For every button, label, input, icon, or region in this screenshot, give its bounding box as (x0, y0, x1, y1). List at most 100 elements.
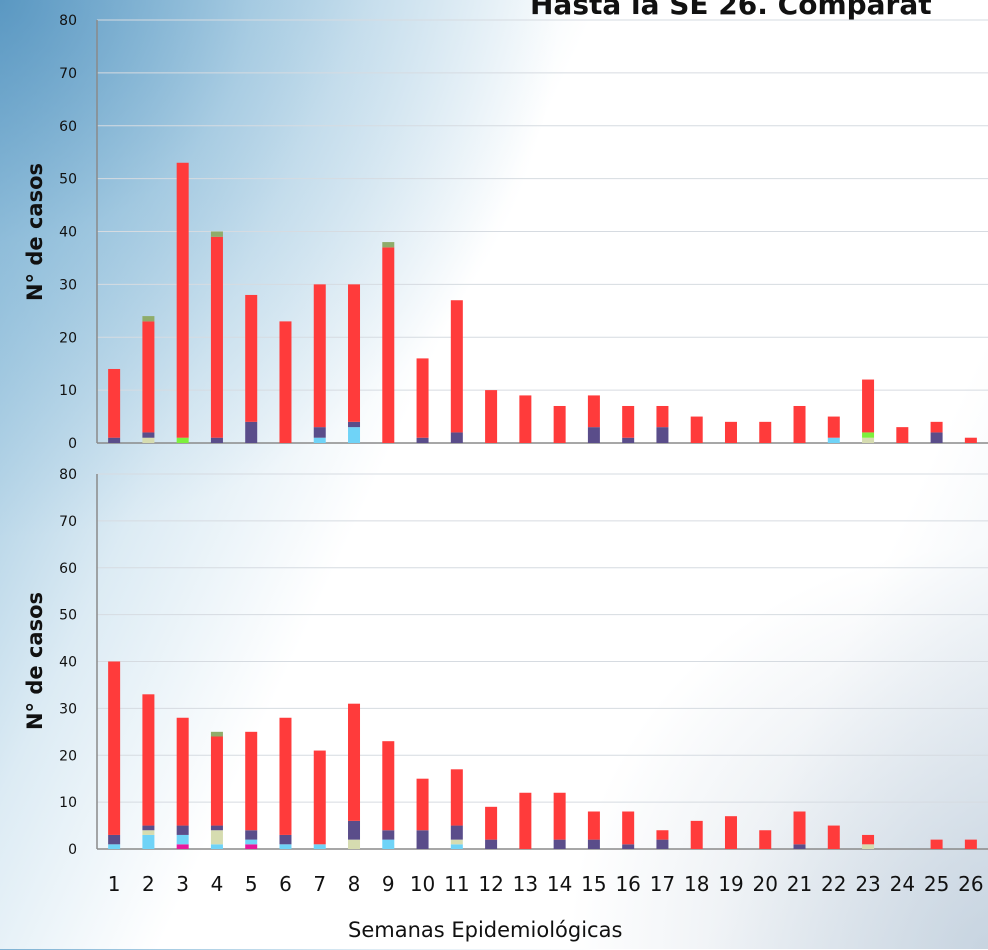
y-tick-label: 10 (59, 383, 77, 399)
bar-segment-red (553, 792, 566, 840)
bar-segment-red (793, 811, 806, 845)
y-tick-label: 80 (59, 467, 77, 483)
y-tick-label: 70 (59, 66, 77, 82)
bar-segment-beige (210, 830, 223, 845)
bar-segment-navy (656, 427, 669, 443)
x-tick-label: 23 (855, 872, 880, 896)
bar-segment-red (382, 247, 395, 443)
bar-segment-red (622, 811, 635, 845)
bar-segment-navy (245, 421, 258, 443)
y-tick-label: 30 (59, 701, 77, 717)
x-axis-tick-labels: 1 2 3 4 5 6 7 8 9 10 11 12 13 14 15 16 17 18 19 20 21 22 23 24 2… (108, 872, 984, 896)
bar-segment-red (519, 792, 532, 849)
bar-segment-cyan (313, 844, 326, 849)
bar-segment-cyan (108, 844, 121, 849)
bar-segment-red (416, 358, 429, 438)
bar-segment-navy (210, 437, 223, 443)
bar-segment-cyan (279, 844, 292, 849)
x-tick-label: 9 (382, 872, 395, 896)
bar-segment-navy (622, 437, 635, 443)
x-tick-label: 18 (684, 872, 709, 896)
bottom-chart-panel: 0 10 20 30 40 50 60 70 80 N° de casos (23, 467, 988, 858)
bar-segment-cyan (142, 834, 155, 849)
bar-segment-red (450, 300, 463, 433)
bar-segment-red (176, 717, 189, 826)
bar-segment-navy (485, 839, 498, 849)
x-tick-label: 15 (581, 872, 606, 896)
x-tick-label: 19 (718, 872, 743, 896)
top-chart-panel: 0 10 20 30 40 50 60 70 80 N° de casos (23, 13, 988, 452)
bar-segment-red (553, 405, 566, 443)
bar-segment-cyan (313, 437, 326, 443)
bar-segment-navy (348, 820, 361, 840)
bar-segment-navy (313, 427, 326, 438)
bar-segment-lime (176, 437, 189, 443)
bar-segment-beige (450, 839, 463, 845)
y-tick-label: 30 (59, 277, 77, 293)
x-tick-label: 26 (958, 872, 983, 896)
bar-segment-red (485, 806, 498, 840)
bar-segment-red (656, 830, 669, 840)
bar-segment-navy (142, 825, 155, 831)
bar-segment-navy (382, 830, 395, 840)
x-tick-label: 14 (547, 872, 572, 896)
x-tick-label: 4 (211, 872, 224, 896)
x-tick-label: 1 (108, 872, 121, 896)
x-tick-label: 6 (279, 872, 292, 896)
bar-segment-red (176, 162, 189, 438)
bar-segment-red (519, 395, 532, 443)
x-tick-label: 17 (650, 872, 675, 896)
y-tick-label: 20 (59, 330, 77, 346)
bar-segment-navy (176, 825, 189, 835)
y-tick-label: 20 (59, 748, 77, 764)
bar-segment-red (862, 379, 875, 433)
bar-segment-red (245, 731, 258, 831)
x-tick-label: 16 (615, 872, 640, 896)
bar-segment-navy (553, 839, 566, 849)
x-tick-label: 25 (924, 872, 949, 896)
bar-segment-olive (382, 242, 395, 248)
x-tick-label: 11 (444, 872, 469, 896)
y-tick-label: 0 (68, 842, 77, 858)
bar-segment-olive (210, 731, 223, 737)
bar-segment-red (930, 421, 943, 433)
x-tick-label: 5 (245, 872, 258, 896)
x-tick-label: 10 (410, 872, 435, 896)
bar-segment-navy (245, 830, 258, 840)
bar-segment-beige (862, 844, 875, 849)
y-axis-label: N° de casos (23, 163, 47, 301)
bar-segment-red (485, 390, 498, 443)
bar-segment-navy (416, 437, 429, 443)
bar-segment-navy (279, 834, 292, 845)
bar-segment-red (964, 437, 977, 443)
bar-segment-red (587, 811, 600, 840)
bar-segment-red (587, 395, 600, 428)
bar-segment-cyan (348, 427, 361, 443)
y-tick-label: 10 (59, 795, 77, 811)
bar-segment-beige (862, 437, 875, 443)
bar-segment-red (724, 816, 737, 849)
bar-segment-red (313, 750, 326, 845)
bar-segment-red (724, 421, 737, 443)
bar-segment-navy (930, 432, 943, 443)
bar-segment-navy (656, 839, 669, 849)
x-tick-label: 3 (176, 872, 189, 896)
bar-segment-navy (108, 834, 121, 845)
x-tick-label: 24 (890, 872, 915, 896)
bar-segment-navy (622, 844, 635, 849)
bar-segment-navy (142, 432, 155, 438)
y-axis-label: N° de casos (23, 592, 47, 730)
x-axis-label: Semanas Epidemiológicas (348, 918, 623, 942)
y-tick-label: 0 (68, 436, 77, 452)
bar-segment-magenta (245, 844, 258, 849)
bar-segment-red (759, 830, 772, 849)
x-tick-label: 12 (478, 872, 503, 896)
bar-segment-navy (587, 427, 600, 443)
y-tick-label: 50 (59, 608, 77, 624)
bar-segment-red (656, 405, 669, 428)
bar-segment-red (759, 421, 772, 443)
bar-segment-red (210, 236, 223, 438)
x-tick-label: 22 (821, 872, 846, 896)
bar-segment-navy (450, 825, 463, 840)
bar-segment-navy (416, 830, 429, 849)
